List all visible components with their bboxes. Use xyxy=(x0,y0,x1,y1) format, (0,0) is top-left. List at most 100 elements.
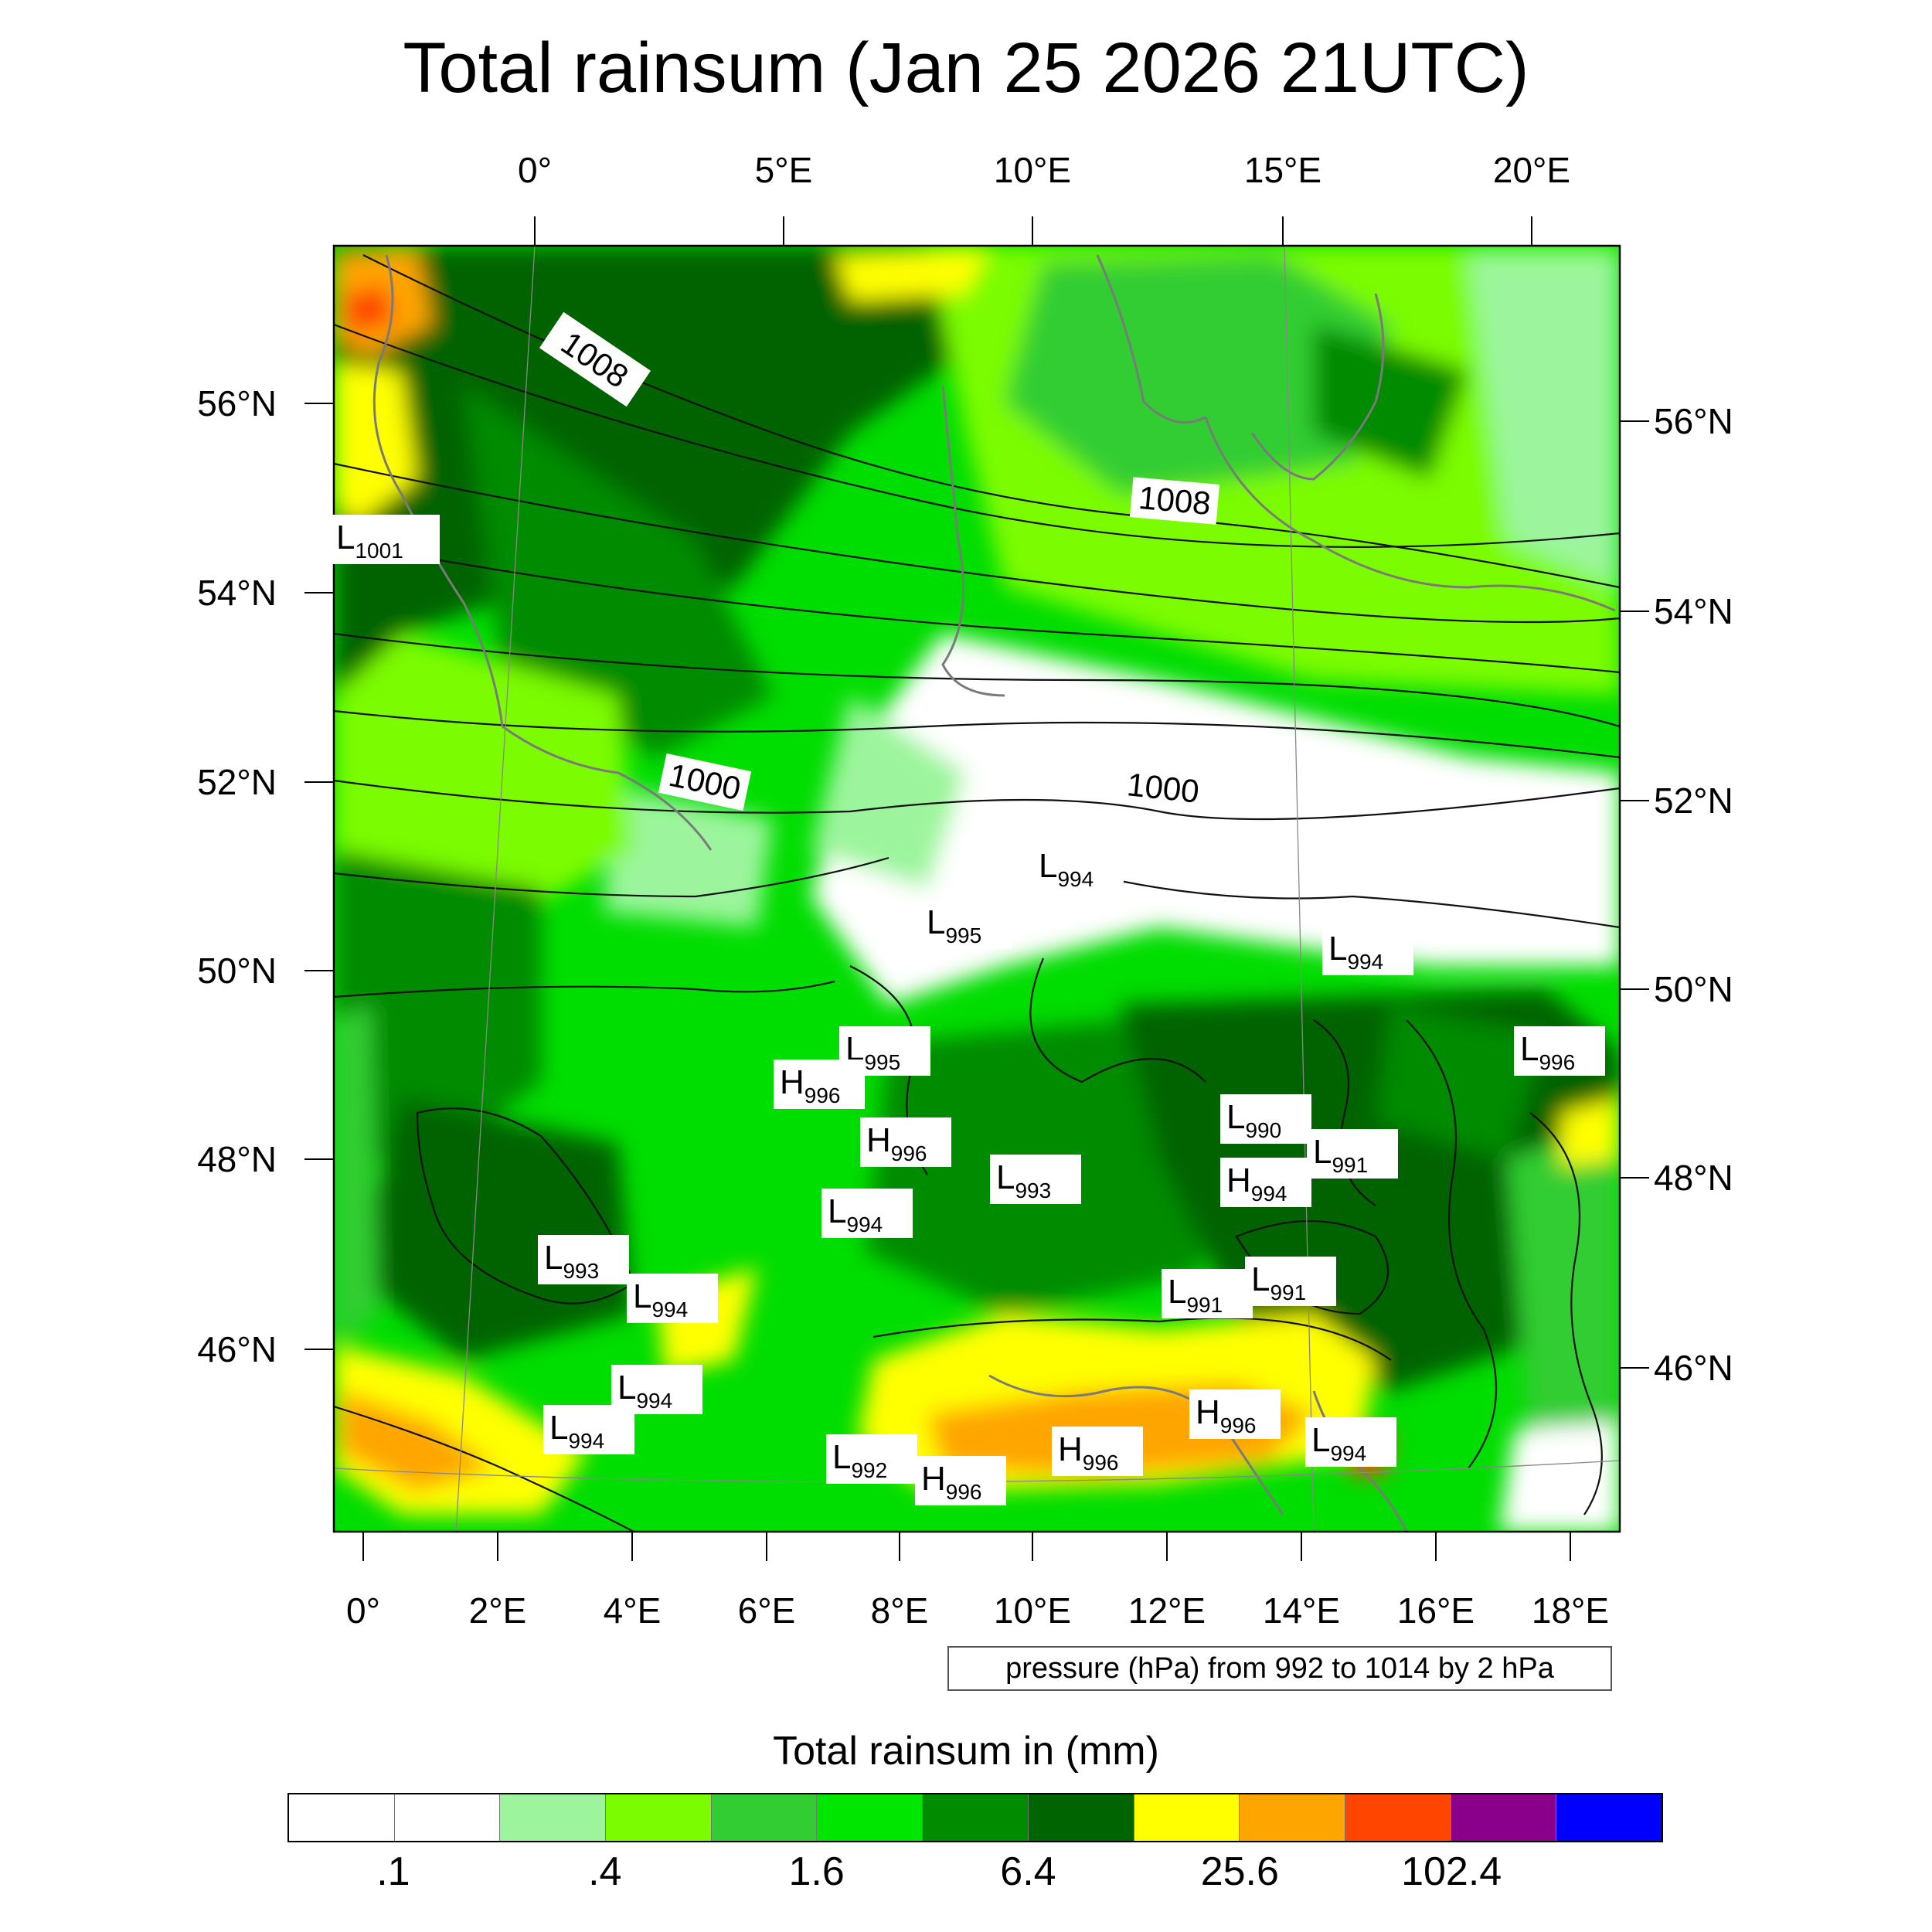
pressure-center-value: 993 xyxy=(563,1259,599,1283)
left-lat-label: 50°N xyxy=(197,951,277,991)
pressure-center-value: 994 xyxy=(1330,1441,1366,1465)
colorbar-swatch xyxy=(1134,1794,1240,1841)
colorbar-swatch xyxy=(1240,1794,1345,1841)
pressure-center-low: L991 xyxy=(1162,1269,1253,1318)
svg-text:L994: L994 xyxy=(1311,1421,1366,1465)
right-lat-label: 50°N xyxy=(1654,969,1733,1009)
pressure-center-low: L992 xyxy=(826,1434,917,1484)
bottom-lon-label: 4°E xyxy=(604,1590,662,1631)
pressure-center-value: 991 xyxy=(1270,1281,1306,1304)
colorbar-label: .1 xyxy=(376,1849,410,1894)
svg-text:L993: L993 xyxy=(544,1239,599,1283)
colorbar-swatch xyxy=(1028,1794,1134,1841)
colorbar-labels: .1 .4 1.6 6.4 25.6 102.4 xyxy=(287,1849,1663,1903)
pressure-center-type: L xyxy=(617,1369,636,1406)
colorbar-swatch xyxy=(394,1794,501,1841)
pressure-center-low: L991 xyxy=(1245,1257,1336,1306)
top-lon-label: 5°E xyxy=(755,150,813,190)
pressure-center-type: L xyxy=(1313,1133,1332,1171)
map-frame xyxy=(332,244,1621,1533)
colorbar-swatch xyxy=(500,1794,607,1841)
pressure-center-low: L994 xyxy=(543,1405,634,1454)
contour-label-1000-b: 1000 xyxy=(1125,766,1201,810)
right-lat-label: 54°N xyxy=(1654,591,1733,631)
pressure-center-value: 990 xyxy=(1245,1118,1281,1142)
bottom-lon-label: 10°E xyxy=(994,1590,1071,1631)
pressure-center-low: L993 xyxy=(990,1155,1081,1204)
pressure-center-high: H996 xyxy=(860,1117,951,1167)
svg-text:H996: H996 xyxy=(866,1121,927,1165)
pressure-center-low: L994 xyxy=(1305,1417,1396,1467)
pressure-center-high: H996 xyxy=(1189,1389,1281,1439)
svg-text:H996: H996 xyxy=(1196,1393,1257,1437)
pressure-center-high: H994 xyxy=(1220,1158,1311,1207)
pressure-center-value: 996 xyxy=(946,1480,982,1504)
pressure-center-value: 991 xyxy=(1332,1153,1368,1177)
pressure-center-type: L xyxy=(1251,1260,1270,1298)
svg-text:L991: L991 xyxy=(1251,1260,1306,1304)
pressure-center-value: 996 xyxy=(804,1083,841,1107)
pressure-center-value: 994 xyxy=(1347,950,1383,974)
svg-text:L995: L995 xyxy=(927,903,981,947)
pressure-center-type: L xyxy=(1311,1421,1330,1459)
svg-text:L991: L991 xyxy=(1168,1273,1223,1317)
pressure-center-low: L1001 xyxy=(330,515,440,564)
colorbar-label: 102.4 xyxy=(1401,1849,1502,1894)
pressure-center-type: L xyxy=(549,1409,568,1447)
pressure-center-value: 995 xyxy=(864,1050,900,1074)
pressure-center-type: H xyxy=(1058,1430,1083,1468)
pressure-center-type: H xyxy=(921,1460,946,1498)
colorbar-swatch xyxy=(1451,1794,1557,1841)
pressure-center-type: L xyxy=(633,1277,651,1315)
bottom-lon-label: 14°E xyxy=(1263,1590,1340,1631)
pressure-center-high: H996 xyxy=(915,1456,1006,1505)
pressure-center-value: 994 xyxy=(568,1429,604,1453)
pressure-center-type: L xyxy=(1226,1098,1245,1136)
pressure-center-type: L xyxy=(832,1438,851,1476)
left-lat-label: 46°N xyxy=(197,1329,277,1369)
pressure-center-type: L xyxy=(1328,930,1347,968)
pressure-center-low: L994 xyxy=(627,1274,718,1323)
svg-text:L994: L994 xyxy=(1039,847,1094,891)
left-lat-label: 56°N xyxy=(197,383,277,423)
pressure-center-low: L994 xyxy=(1032,843,1124,893)
svg-text:L1001: L1001 xyxy=(336,519,403,563)
svg-text:H996: H996 xyxy=(921,1460,982,1504)
colorbar-swatch xyxy=(923,1794,1029,1841)
contour-info-box: pressure (hPa) from 992 to 1014 by 2 hPa xyxy=(947,1646,1612,1691)
map-title: Total rainsum (Jan 25 2026 21UTC) xyxy=(403,29,1529,107)
svg-text:L994: L994 xyxy=(828,1192,883,1236)
right-lat-label: 52°N xyxy=(1654,781,1733,821)
pressure-center-value: 996 xyxy=(1220,1413,1257,1437)
top-lon-label: 10°E xyxy=(994,150,1071,190)
colorbar xyxy=(287,1793,1663,1842)
svg-text:L994: L994 xyxy=(617,1369,672,1413)
svg-text:L991: L991 xyxy=(1313,1133,1368,1177)
bottom-lon-label: 2°E xyxy=(469,1590,527,1631)
ticks xyxy=(304,216,1649,1561)
pressure-center-low: L994 xyxy=(821,1189,913,1238)
bottom-lon-label: 0° xyxy=(346,1590,380,1631)
colorbar-swatch xyxy=(606,1794,712,1841)
pressure-center-type: L xyxy=(996,1158,1015,1196)
svg-text:L994: L994 xyxy=(549,1409,604,1453)
colorbar-title: Total rainsum in (mm) xyxy=(773,1729,1159,1774)
bottom-lon-label: 18°E xyxy=(1532,1590,1609,1631)
left-lat-label: 54°N xyxy=(197,573,277,613)
coastlines xyxy=(372,254,1616,1532)
svg-text:H996: H996 xyxy=(1058,1430,1119,1475)
svg-text:L994: L994 xyxy=(1328,930,1383,974)
right-lat-label: 48°N xyxy=(1654,1158,1733,1198)
pressure-center-value: 993 xyxy=(1015,1179,1051,1202)
pressure-center-value: 996 xyxy=(891,1141,927,1165)
pressure-center-high: H996 xyxy=(774,1060,865,1109)
right-lat-label: 46°N xyxy=(1654,1348,1733,1388)
svg-text:L994: L994 xyxy=(633,1277,688,1321)
colorbar-label: .4 xyxy=(588,1849,622,1894)
colorbar-swatch xyxy=(1345,1794,1451,1841)
pressure-center-low: L996 xyxy=(1514,1026,1605,1076)
pressure-center-type: H xyxy=(780,1063,804,1101)
pressure-center-type: L xyxy=(1520,1030,1539,1068)
